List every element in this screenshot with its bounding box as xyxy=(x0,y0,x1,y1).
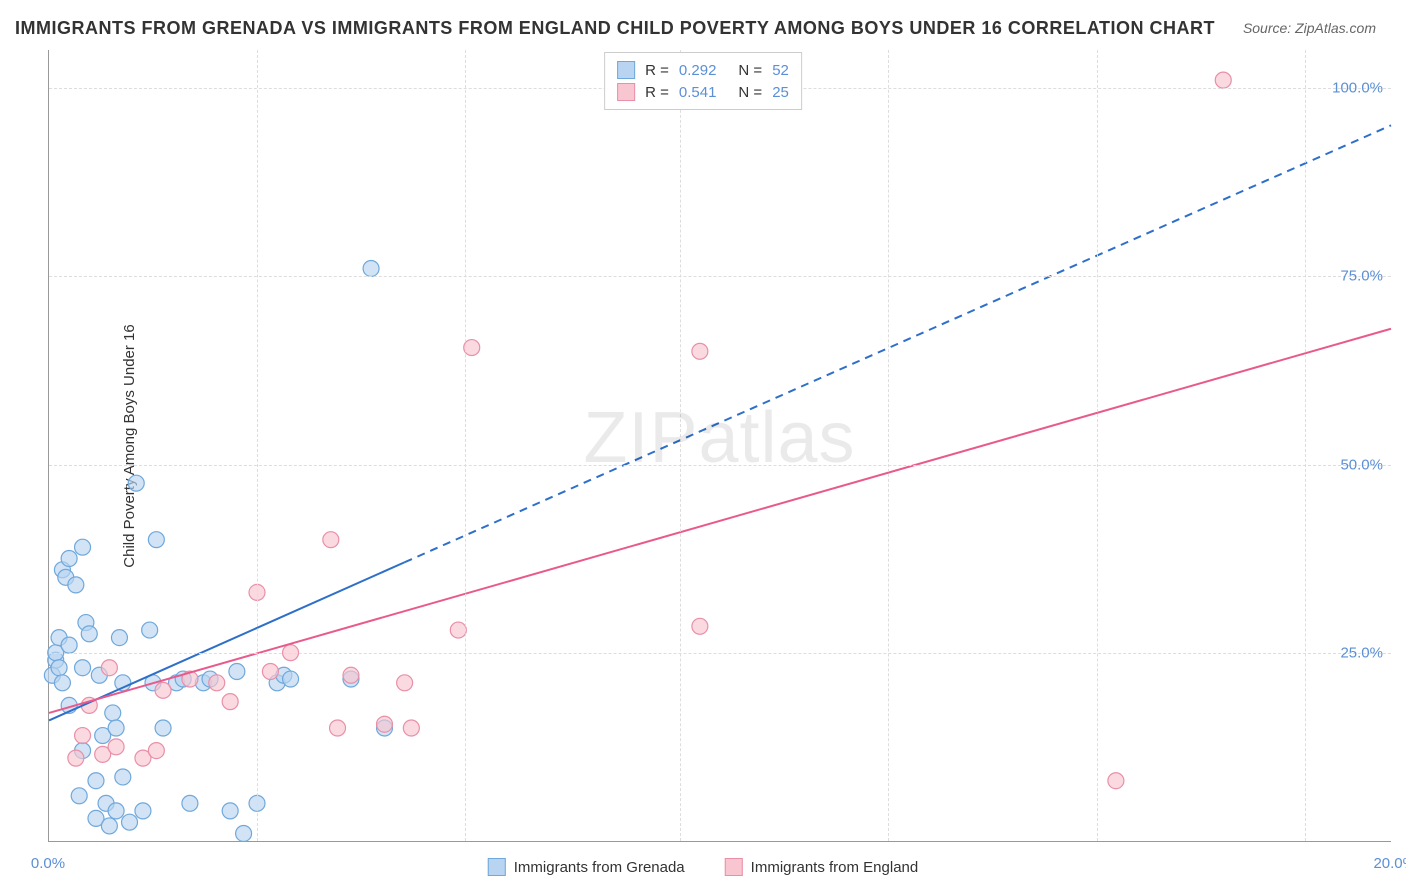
y-tick-label: 75.0% xyxy=(1340,268,1383,285)
data-point xyxy=(61,551,77,567)
data-point xyxy=(343,667,359,683)
data-point xyxy=(692,343,708,359)
data-point xyxy=(222,694,238,710)
data-point xyxy=(148,743,164,759)
data-point xyxy=(330,720,346,736)
data-point xyxy=(111,630,127,646)
plot-frame: 25.0% 50.0% 75.0% 100.0% xyxy=(48,50,1391,842)
correlation-legend-row: R = 0.292 N = 52 xyxy=(617,59,789,81)
data-point xyxy=(1108,773,1124,789)
gridline-v xyxy=(1097,50,1098,841)
data-point xyxy=(108,739,124,755)
data-point xyxy=(155,720,171,736)
legend-label: Immigrants from Grenada xyxy=(514,859,685,876)
gridline-v xyxy=(888,50,889,841)
y-tick-label: 100.0% xyxy=(1332,79,1383,96)
data-point xyxy=(403,720,419,736)
data-point xyxy=(122,814,138,830)
correlation-legend: R = 0.292 N = 52 R = 0.541 N = 25 xyxy=(604,52,802,110)
data-point xyxy=(155,682,171,698)
data-point xyxy=(377,716,393,732)
data-point xyxy=(88,773,104,789)
data-point xyxy=(108,720,124,736)
legend-swatch xyxy=(725,858,743,876)
data-point xyxy=(397,675,413,691)
gridline-v xyxy=(680,50,681,841)
data-point xyxy=(262,664,278,680)
chart-title: IMMIGRANTS FROM GRENADA VS IMMIGRANTS FR… xyxy=(15,18,1215,39)
data-point xyxy=(128,475,144,491)
y-tick-label: 50.0% xyxy=(1340,456,1383,473)
data-point xyxy=(54,675,70,691)
data-point xyxy=(142,622,158,638)
data-point xyxy=(363,260,379,276)
data-point xyxy=(75,660,91,676)
legend-swatch xyxy=(617,61,635,79)
data-point xyxy=(108,803,124,819)
series-legend-item: Immigrants from Grenada xyxy=(488,858,685,876)
data-point xyxy=(71,788,87,804)
data-point xyxy=(68,577,84,593)
chart-plot-area: 25.0%50.0%75.0%100.0% ZIPatlas xyxy=(48,50,1391,842)
data-point xyxy=(75,539,91,555)
data-point xyxy=(450,622,466,638)
series-legend: Immigrants from Grenada Immigrants from E… xyxy=(488,858,918,876)
data-point xyxy=(236,825,252,841)
gridline-v xyxy=(465,50,466,841)
r-label: R = xyxy=(645,84,669,101)
data-point xyxy=(1215,72,1231,88)
data-point xyxy=(209,675,225,691)
data-point xyxy=(222,803,238,819)
gridline-h xyxy=(49,465,1391,466)
series-legend-item: Immigrants from England xyxy=(725,858,919,876)
gridline-v xyxy=(257,50,258,841)
n-value: 25 xyxy=(772,84,789,101)
data-point xyxy=(101,818,117,834)
data-point xyxy=(75,728,91,744)
x-tick-left: 0.0% xyxy=(31,855,65,872)
legend-swatch xyxy=(617,83,635,101)
r-value: 0.541 xyxy=(679,84,717,101)
data-point xyxy=(61,637,77,653)
data-point xyxy=(135,803,151,819)
trendline-dash xyxy=(405,125,1391,562)
legend-label: Immigrants from England xyxy=(751,859,919,876)
data-point xyxy=(81,626,97,642)
n-label: N = xyxy=(738,84,762,101)
n-label: N = xyxy=(738,62,762,79)
gridline-v xyxy=(1305,50,1306,841)
data-point xyxy=(68,750,84,766)
plot-svg xyxy=(49,50,1391,841)
source-attribution: Source: ZipAtlas.com xyxy=(1243,20,1376,36)
y-tick-label: 25.0% xyxy=(1340,645,1383,662)
data-point xyxy=(692,618,708,634)
data-point xyxy=(101,660,117,676)
gridline-h xyxy=(49,653,1391,654)
correlation-legend-row: R = 0.541 N = 25 xyxy=(617,81,789,103)
legend-swatch xyxy=(488,858,506,876)
data-point xyxy=(283,671,299,687)
trendline-solid xyxy=(49,329,1391,713)
data-point xyxy=(51,660,67,676)
data-point xyxy=(229,664,245,680)
gridline-h xyxy=(49,276,1391,277)
r-label: R = xyxy=(645,62,669,79)
data-point xyxy=(323,532,339,548)
data-point xyxy=(182,795,198,811)
r-value: 0.292 xyxy=(679,62,717,79)
data-point xyxy=(148,532,164,548)
x-tick-right: 20.0% xyxy=(1373,855,1406,872)
data-point xyxy=(115,769,131,785)
n-value: 52 xyxy=(772,62,789,79)
data-point xyxy=(105,705,121,721)
